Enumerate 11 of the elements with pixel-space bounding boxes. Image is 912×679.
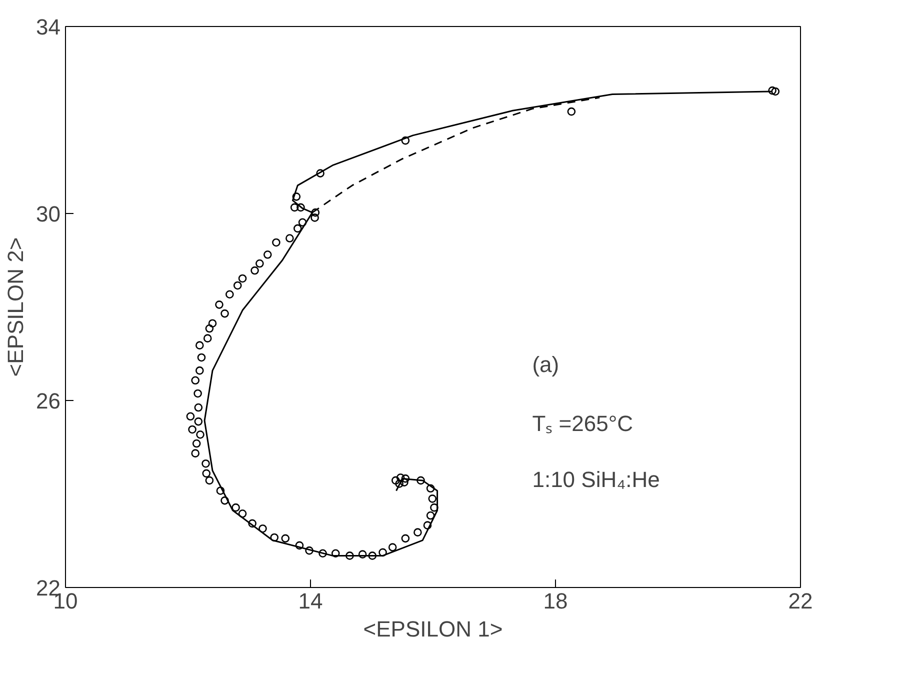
y-axis-title: <EPSILON 2> <box>3 237 28 377</box>
y-tick-label: 34 <box>36 14 61 40</box>
annotation: 1:10 SiH₄:He <box>532 467 660 492</box>
x-axis-title: <EPSILON 1> <box>363 616 503 642</box>
annotation: Tₛ =265°C <box>532 411 634 436</box>
y-tick-label: 26 <box>36 388 61 414</box>
y-tick-label: 30 <box>36 202 61 226</box>
x-tick-label: 14 <box>298 588 323 614</box>
x-tick-label: 18 <box>543 588 568 614</box>
annotation: (a) <box>532 352 560 378</box>
x-tick-label: 22 <box>788 588 813 614</box>
